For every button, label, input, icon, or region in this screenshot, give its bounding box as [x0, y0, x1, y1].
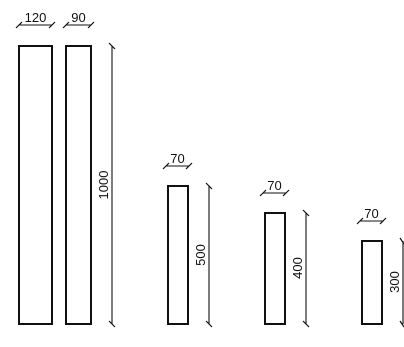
width-label-70-a: 70	[170, 151, 184, 166]
panel-90x1000	[65, 45, 92, 325]
panel-70x500	[167, 185, 189, 325]
width-label-70-c: 70	[364, 206, 378, 221]
panel-70x300	[361, 240, 383, 325]
width-label-70-b: 70	[267, 178, 281, 193]
height-label-1000: 1000	[96, 171, 111, 200]
height-dimension-1000: 1000	[96, 42, 116, 328]
width-dimension-90: 90	[62, 10, 95, 29]
width-label-90: 90	[71, 10, 85, 25]
panel-70x400	[264, 212, 286, 325]
panel-120x1000	[18, 45, 53, 325]
width-dimension-70-a: 70	[162, 151, 193, 170]
height-dimension-300: 300	[387, 237, 404, 328]
height-label-500: 500	[193, 244, 208, 266]
height-dimension-400: 400	[290, 209, 310, 328]
height-label-300: 300	[387, 271, 402, 293]
height-dimension-500: 500	[193, 182, 213, 328]
width-dimension-70-c: 70	[356, 206, 387, 225]
width-dimension-120: 120	[15, 10, 56, 29]
height-label-400: 400	[290, 257, 305, 279]
width-dimension-70-b: 70	[259, 178, 290, 197]
width-label-120: 120	[25, 10, 47, 25]
